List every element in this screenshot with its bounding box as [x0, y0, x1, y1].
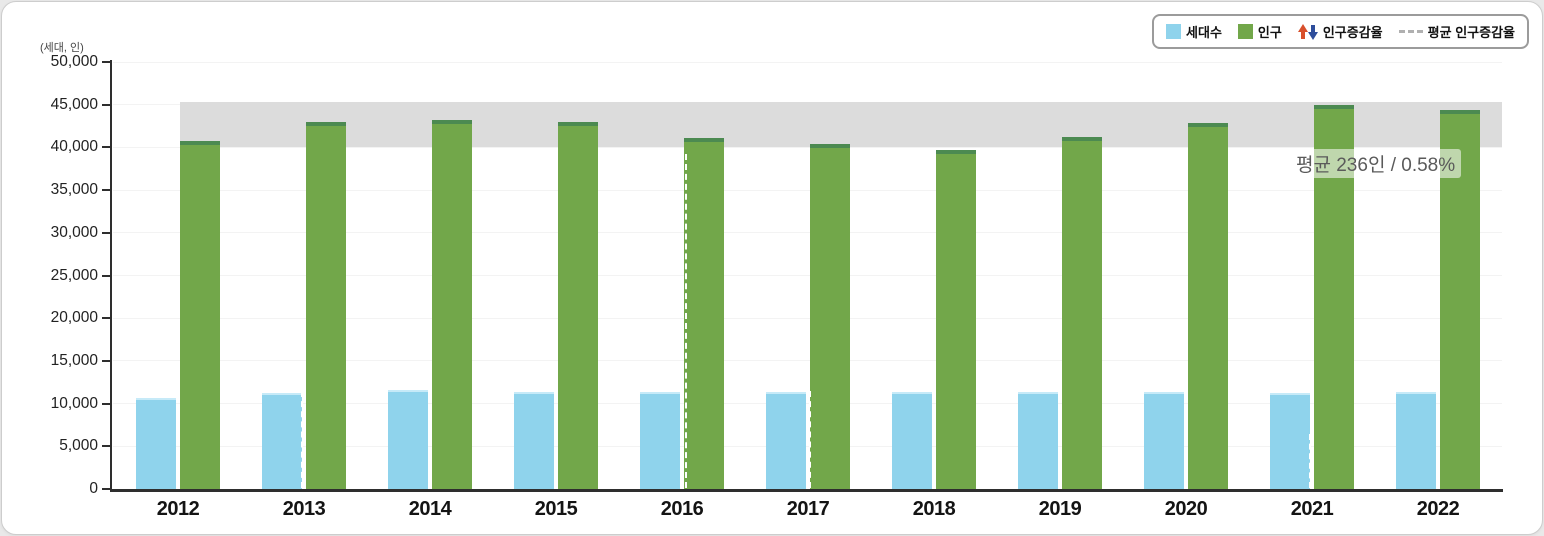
legend-label: 세대수	[1186, 25, 1222, 40]
legend-item-avg-growth-rate[interactable]: 평균 인구증감율	[1398, 22, 1515, 41]
y-tick-mark	[102, 445, 112, 448]
y-tick-label: 40,000	[50, 138, 98, 156]
households-swatch-icon	[1166, 24, 1182, 39]
households-bar-2016[interactable]	[640, 392, 680, 489]
population-bar-2015[interactable]	[558, 122, 598, 489]
chart-legend: 세대수 인구 인구증감율 평균 인구증감율	[1152, 14, 1529, 49]
households-bar-2013[interactable]	[262, 392, 302, 489]
population-bar-2019[interactable]	[1062, 137, 1102, 489]
x-axis-label-2017: 2017	[786, 498, 830, 520]
households-bar-2014[interactable]	[388, 389, 428, 489]
households-bar-2015[interactable]	[514, 392, 554, 489]
y-tick-label: 5,000	[59, 437, 98, 455]
households-bar-2021[interactable]	[1270, 392, 1310, 489]
average-annotation: 평균 236인 / 0.58%	[1290, 149, 1462, 178]
households-bar-2018[interactable]	[892, 392, 932, 489]
population-bar-2018[interactable]	[936, 150, 976, 489]
population-bar-2017[interactable]	[810, 143, 850, 489]
y-tick-label: 15,000	[50, 351, 98, 369]
households-bar-2019[interactable]	[1018, 391, 1058, 489]
x-axis-label-2018: 2018	[912, 498, 956, 520]
y-tick-mark	[102, 146, 112, 149]
legend-label: 인구	[1257, 25, 1282, 40]
y-tick-label: 50,000	[50, 53, 98, 70]
dashed-line-icon	[1398, 30, 1423, 33]
y-gridline	[113, 403, 1502, 405]
x-axis-label-2021: 2021	[1290, 498, 1334, 520]
x-axis-label-2019: 2019	[1038, 498, 1082, 520]
population-bar-2012[interactable]	[180, 141, 220, 489]
population-bar-2016[interactable]	[684, 138, 724, 489]
y-tick-mark	[102, 488, 112, 490]
x-axis-label-2013: 2013	[282, 498, 326, 520]
y-tick-mark	[102, 189, 112, 192]
dashed-guide	[301, 391, 303, 488]
y-tick-mark	[102, 359, 112, 362]
households-bar-2022[interactable]	[1396, 392, 1436, 489]
y-tick-mark	[102, 317, 112, 320]
y-tick-label: 35,000	[50, 181, 98, 199]
legend-item-households[interactable]: 세대수	[1166, 22, 1222, 41]
y-gridline	[113, 61, 1502, 63]
y-gridline	[113, 146, 1502, 148]
y-gridline	[113, 275, 1502, 276]
y-axis-line	[110, 60, 112, 490]
y-tick-mark	[102, 61, 112, 63]
dashed-guide	[1309, 434, 1311, 488]
down-arrow-icon	[1307, 24, 1318, 40]
legend-label: 평균 인구증감율	[1427, 25, 1515, 40]
up-down-arrows-icon	[1297, 23, 1318, 40]
population-bar-2020[interactable]	[1188, 123, 1228, 489]
population-bar-2013[interactable]	[306, 121, 346, 489]
legend-label: 인구증감율	[1322, 25, 1383, 40]
y-tick-label: 20,000	[50, 309, 98, 327]
x-axis-label-2012: 2012	[156, 498, 200, 520]
households-bar-2012[interactable]	[136, 398, 176, 489]
x-axis-label-2015: 2015	[534, 498, 578, 520]
y-tick-label: 0	[89, 480, 98, 497]
up-arrow-icon	[1297, 23, 1308, 40]
x-axis-line	[110, 489, 1503, 492]
y-axis-unit-label: (세대, 인)	[40, 42, 84, 54]
y-gridline	[113, 232, 1502, 234]
y-tick-label: 10,000	[50, 394, 98, 412]
legend-item-growth-rate[interactable]: 인구증감율	[1297, 22, 1383, 41]
y-gridline	[113, 189, 1502, 191]
y-tick-label: 45,000	[50, 95, 98, 113]
y-gridline	[113, 445, 1502, 447]
x-axis-label-2016: 2016	[660, 498, 704, 520]
legend-item-population[interactable]: 인구	[1237, 22, 1282, 41]
y-tick-mark	[102, 274, 112, 277]
y-tick-mark	[102, 402, 112, 405]
y-gridline	[113, 360, 1502, 362]
y-tick-mark	[102, 103, 112, 106]
average-band	[180, 102, 1502, 148]
dashed-guide	[685, 154, 687, 488]
households-bar-2020[interactable]	[1144, 392, 1184, 489]
population-swatch-icon	[1237, 24, 1253, 39]
x-axis-label-2022: 2022	[1416, 498, 1460, 520]
households-bar-2017[interactable]	[766, 392, 806, 489]
y-tick-mark	[102, 231, 112, 234]
population-bar-2014[interactable]	[432, 120, 472, 489]
x-axis-label-2020: 2020	[1164, 498, 1208, 520]
y-tick-label: 25,000	[50, 266, 98, 284]
y-tick-label: 30,000	[50, 223, 98, 241]
x-axis-label-2014: 2014	[408, 498, 452, 520]
dashed-guide	[809, 391, 811, 488]
y-gridline	[113, 317, 1502, 319]
